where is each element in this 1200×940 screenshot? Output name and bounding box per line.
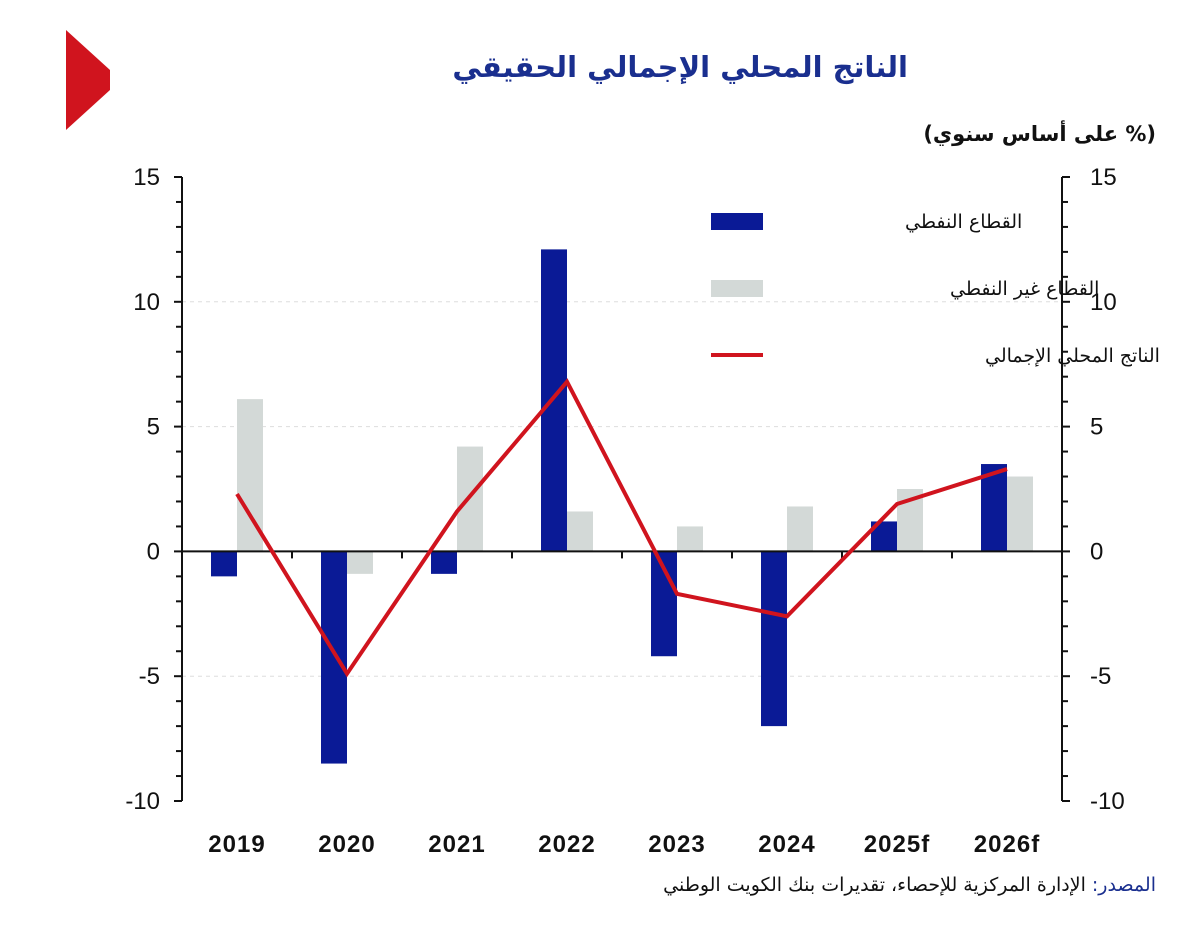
x-tick-label: 2023 — [648, 831, 705, 858]
oil-bar — [761, 551, 787, 727]
legend-label: الناتج المحلي الإجمالي — [985, 345, 1160, 367]
x-tick-label: 2020 — [318, 831, 375, 858]
y2-tick-label: -5 — [1090, 663, 1111, 690]
x-tick-label: 2025f — [864, 831, 930, 858]
non-oil-bar — [567, 511, 593, 552]
y-tick-label: 5 — [147, 414, 160, 441]
legend-label: القطاع النفطي — [905, 211, 1022, 233]
x-tick-label: 2026f — [974, 831, 1040, 858]
unit-label: (% على أساس سنوي) — [923, 122, 1156, 146]
y-tick-label: -5 — [139, 663, 160, 690]
x-tick-label: 2019 — [208, 831, 265, 858]
non-oil-bar — [347, 551, 373, 574]
y-tick-label: 15 — [133, 164, 160, 191]
x-tick-label: 2024 — [758, 831, 815, 858]
legend-label: القطاع غير النفطي — [950, 278, 1099, 300]
y2-tick-label: 10 — [1090, 289, 1117, 316]
x-tick-label: 2021 — [428, 831, 485, 858]
x-tick-label: 2022 — [538, 831, 595, 858]
oil-bar — [211, 551, 237, 577]
non-oil-bar — [1007, 476, 1033, 552]
source-text: الإدارة المركزية للإحصاء، تقديرات بنك ال… — [663, 874, 1086, 896]
source-label: المصدر: — [1091, 874, 1156, 896]
y2-tick-label: 0 — [1090, 538, 1103, 565]
legend-swatch — [711, 280, 763, 297]
y-tick-label: 0 — [147, 538, 160, 565]
oil-bar — [981, 464, 1007, 552]
chart-title: الناتج المحلي الإجمالي الحقيقي — [452, 50, 908, 84]
non-oil-bar — [787, 506, 813, 552]
y2-tick-label: 15 — [1090, 164, 1117, 191]
oil-bar — [321, 551, 347, 764]
y-tick-label: 10 — [133, 289, 160, 316]
gdp-line — [235, 378, 1008, 678]
oil-bar — [541, 249, 567, 552]
y2-tick-label: -10 — [1090, 788, 1125, 815]
source-note: المصدر: الإدارة المركزية للإحصاء، تقديرا… — [663, 874, 1156, 896]
oil-bar — [431, 551, 457, 574]
non-oil-bar — [677, 526, 703, 552]
y2-tick-label: 5 — [1090, 414, 1103, 441]
legend-swatch — [711, 213, 763, 230]
y-tick-label: -10 — [125, 788, 160, 815]
